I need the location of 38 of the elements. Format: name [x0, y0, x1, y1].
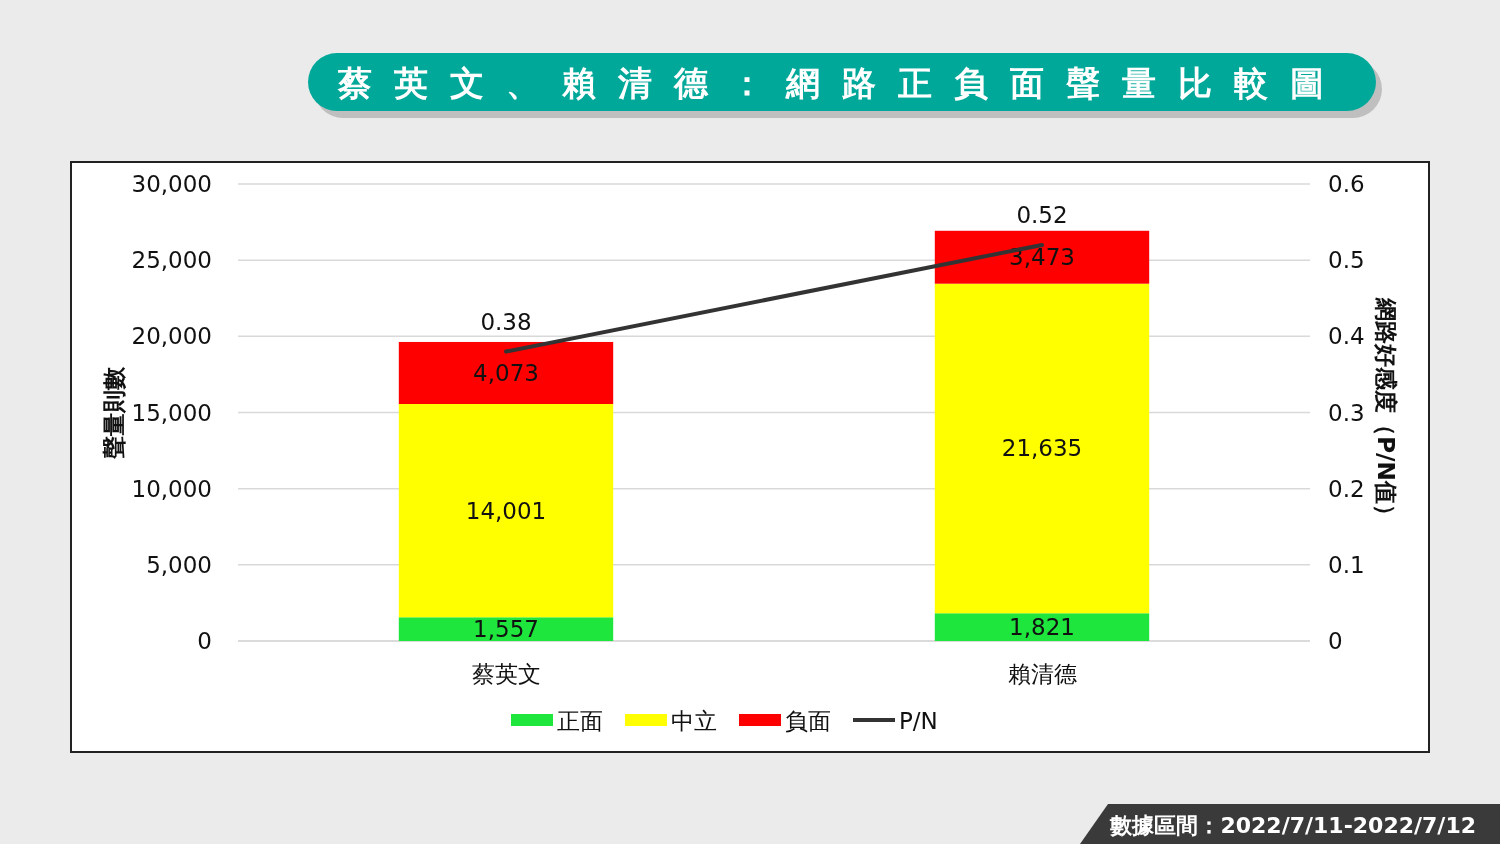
y2-axis-title: 網路好感度（P/N值）: [1373, 297, 1399, 527]
chart-title: 蔡英文、賴清德：網路正負面聲量比較圖: [337, 63, 1346, 103]
y2-tick-label: 0.2: [1328, 475, 1365, 502]
legend-label: 正面: [557, 708, 603, 734]
x-tick-label: 賴清德: [1007, 661, 1077, 687]
y-tick-label: 15,000: [131, 399, 212, 426]
y-tick-label: 20,000: [131, 323, 212, 350]
legend-label: 負面: [785, 708, 831, 734]
y-axis-title: 聲量則數: [101, 365, 127, 460]
data-label: 1,821: [1009, 614, 1075, 641]
legend-label: 中立: [671, 708, 717, 734]
data-label: 4,073: [473, 359, 539, 386]
data-label: 1,557: [473, 616, 539, 643]
bar: [934, 230, 1150, 284]
y-tick-label: 30,000: [131, 171, 212, 197]
y2-tick-label: 0.1: [1328, 551, 1365, 578]
y2-tick-label: 0: [1328, 628, 1343, 654]
text: 數據區間：2022/7/11-2022/7/12: [1109, 813, 1476, 838]
y-tick-label: 10,000: [131, 475, 212, 502]
y-tick-label: 5,000: [146, 551, 212, 578]
bar: [934, 283, 1150, 614]
bar: [398, 341, 614, 404]
x-tick-label: 蔡英文: [471, 661, 541, 687]
y-tick-label: 25,000: [131, 247, 212, 274]
y2-tick-label: 0.4: [1328, 323, 1365, 350]
y2-tick-label: 0.3: [1328, 399, 1365, 426]
bar: [398, 404, 614, 618]
data-label: 14,001: [465, 497, 547, 524]
y2-tick-label: 0.6: [1328, 171, 1365, 197]
data-label: 0.38: [480, 308, 532, 335]
legend-label: P/N: [899, 708, 938, 734]
y2-tick-label: 0.5: [1328, 247, 1365, 274]
data-label: 3,473: [1009, 244, 1075, 271]
data-label: 21,635: [1001, 435, 1083, 462]
data-label: 0.52: [1016, 201, 1068, 228]
bar: [398, 617, 614, 641]
y-tick-label: 0: [197, 628, 212, 654]
bar: [934, 613, 1150, 641]
